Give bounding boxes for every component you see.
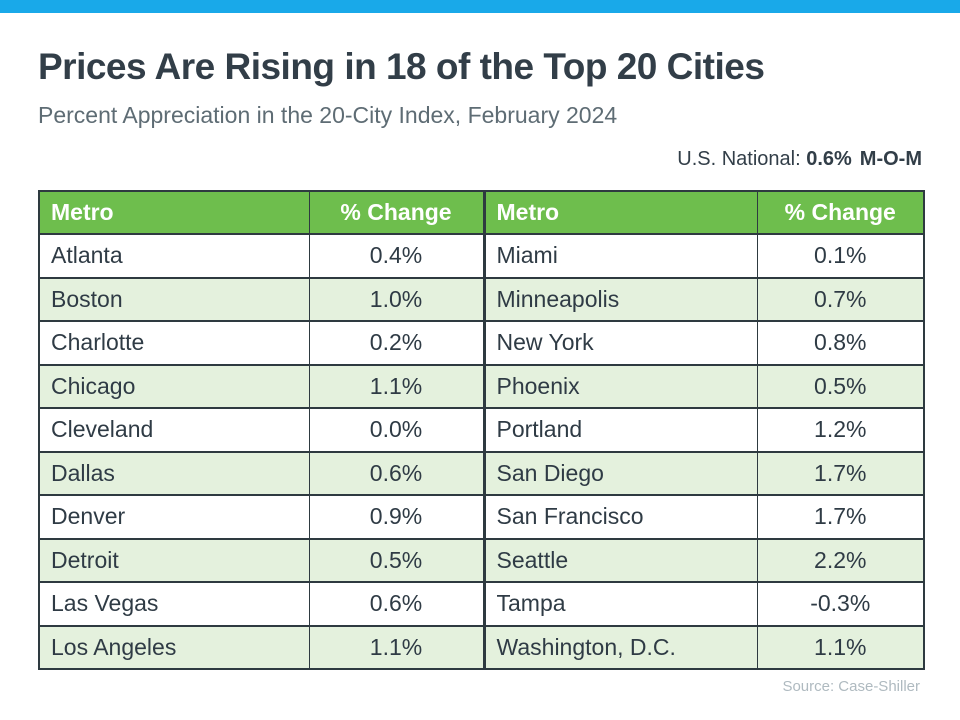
change-cell: 1.2% xyxy=(756,407,925,453)
column-header-metro-left: Metro xyxy=(38,190,310,235)
metro-cell: Chicago xyxy=(38,363,310,409)
metro-cell: Washington, D.C. xyxy=(482,624,758,670)
table-row: Las Vegas 0.6% Tampa -0.3% xyxy=(38,581,925,627)
metro-cell: Boston xyxy=(38,276,310,322)
metro-cell: San Diego xyxy=(482,450,758,496)
table-row: Cleveland 0.0% Portland 1.2% xyxy=(38,407,925,453)
metro-cell: Dallas xyxy=(38,450,310,496)
table-row: Denver 0.9% San Francisco 1.7% xyxy=(38,494,925,540)
metro-cell: Miami xyxy=(482,233,758,279)
metro-cell: Charlotte xyxy=(38,320,310,366)
metro-cell: Denver xyxy=(38,494,310,540)
change-cell: 2.2% xyxy=(756,537,925,583)
change-cell: 0.7% xyxy=(756,276,925,322)
column-header-metro-right: Metro xyxy=(482,190,758,235)
national-stat-period: M-O-M xyxy=(859,148,922,170)
source-credit: Source: Case-Shiller xyxy=(782,678,920,695)
change-cell: 0.5% xyxy=(308,537,485,583)
metro-cell: Detroit xyxy=(38,537,310,583)
change-cell: 0.1% xyxy=(756,233,925,279)
change-cell: 1.1% xyxy=(308,624,485,670)
change-cell: 0.2% xyxy=(308,320,485,366)
change-cell: 0.9% xyxy=(308,494,485,540)
table-row: Chicago 1.1% Phoenix 0.5% xyxy=(38,363,925,409)
table-row: Detroit 0.5% Seattle 2.2% xyxy=(38,537,925,583)
metro-cell: Cleveland xyxy=(38,407,310,453)
national-stat-value: 0.6% xyxy=(806,148,852,170)
table-row: Atlanta 0.4% Miami 0.1% xyxy=(38,233,925,279)
metro-cell: Phoenix xyxy=(482,363,758,409)
change-cell: 0.0% xyxy=(308,407,485,453)
change-cell: 0.8% xyxy=(756,320,925,366)
change-cell: 0.6% xyxy=(308,581,485,627)
table-row: Boston 1.0% Minneapolis 0.7% xyxy=(38,276,925,322)
metro-cell: Atlanta xyxy=(38,233,310,279)
change-cell: 0.5% xyxy=(756,363,925,409)
table-row: Dallas 0.6% San Diego 1.7% xyxy=(38,450,925,496)
national-stat: U.S. National: 0.6% M-O-M xyxy=(677,148,922,171)
table-body: Atlanta 0.4% Miami 0.1% Boston 1.0% Minneapoli… xyxy=(38,233,925,670)
page-subtitle: Percent Appreciation in the 20-City Inde… xyxy=(38,102,618,128)
metro-cell: Portland xyxy=(482,407,758,453)
column-header-change-right: % Change xyxy=(756,190,925,235)
metro-cell: Seattle xyxy=(482,537,758,583)
change-cell: 1.7% xyxy=(756,494,925,540)
metro-cell: New York xyxy=(482,320,758,366)
page-title: Prices Are Rising in 18 of the Top 20 Ci… xyxy=(38,46,765,87)
table-header-row: Metro % Change Metro % Change xyxy=(38,190,925,235)
column-header-change-left: % Change xyxy=(308,190,485,235)
metro-cell: Minneapolis xyxy=(482,276,758,322)
change-cell: 0.6% xyxy=(308,450,485,496)
change-cell: -0.3% xyxy=(756,581,925,627)
national-stat-label: U.S. National: xyxy=(677,148,801,170)
table-row: Charlotte 0.2% New York 0.8% xyxy=(38,320,925,366)
metro-cell: San Francisco xyxy=(482,494,758,540)
change-cell: 1.1% xyxy=(756,624,925,670)
metro-cell: Tampa xyxy=(482,581,758,627)
change-cell: 1.0% xyxy=(308,276,485,322)
change-cell: 1.1% xyxy=(308,363,485,409)
metro-cell: Las Vegas xyxy=(38,581,310,627)
table-row: Los Angeles 1.1% Washington, D.C. 1.1% xyxy=(38,624,925,670)
top-accent-bar xyxy=(0,0,960,13)
change-cell: 0.4% xyxy=(308,233,485,279)
change-cell: 1.7% xyxy=(756,450,925,496)
metro-cell: Los Angeles xyxy=(38,624,310,670)
city-appreciation-table: Metro % Change Metro % Change Atlanta 0.4… xyxy=(38,190,925,670)
